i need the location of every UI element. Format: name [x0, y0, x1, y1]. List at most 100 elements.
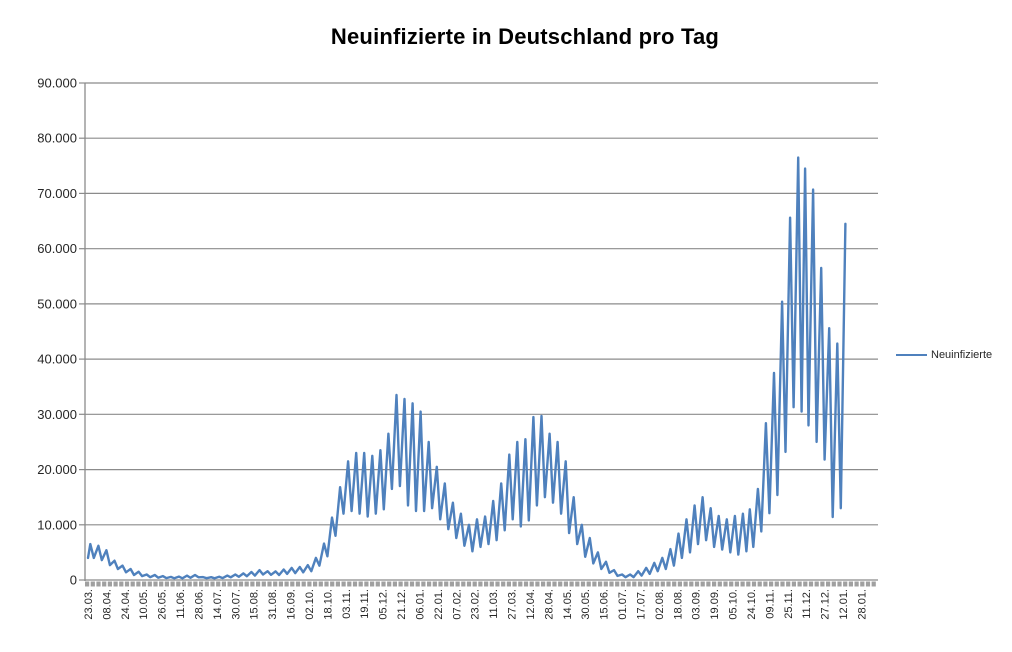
x-tick-mark [352, 581, 358, 587]
x-tick-label: 14.07. [212, 589, 224, 620]
x-tick-label: 08.04. [101, 589, 113, 620]
x-tick-mark [575, 581, 580, 587]
x-tick-mark [871, 581, 876, 587]
x-tick-mark [512, 581, 517, 587]
x-tick-mark [199, 581, 204, 587]
chart-title: Neuinfizierte in Deutschland pro Tag [330, 24, 720, 49]
x-tick-mark [723, 581, 728, 587]
x-tick-mark [444, 581, 449, 587]
x-tick-label: 19.09. [709, 589, 721, 620]
legend-label: Neuinfizierte [931, 349, 993, 361]
x-tick-label: 16.09. [286, 589, 298, 620]
y-tick-label: 50.000 [37, 296, 77, 311]
y-tick-label: 80.000 [37, 131, 77, 146]
x-tick-mark [153, 581, 158, 587]
x-tick-mark [330, 581, 335, 587]
x-tick-mark [598, 581, 603, 587]
x-tick-label: 11.06. [175, 589, 187, 619]
x-tick-label: 23.03. [83, 589, 95, 620]
x-tick-mark [142, 581, 147, 587]
x-tick-mark [592, 581, 597, 587]
x-tick-mark [546, 581, 551, 587]
x-tick-mark [375, 581, 380, 587]
x-tick-mark [484, 581, 489, 587]
x-tick-mark [831, 581, 836, 587]
x-tick-mark [626, 581, 631, 587]
x-tick-mark [227, 581, 232, 587]
x-tick-mark [569, 581, 574, 587]
x-tick-mark [706, 581, 711, 587]
x-tick-mark [769, 581, 774, 587]
x-tick-mark [751, 581, 757, 587]
x-tick-label: 05.12. [378, 589, 390, 620]
x-tick-label: 05.10. [728, 589, 740, 620]
x-tick-mark [204, 581, 209, 587]
x-tick-mark [478, 581, 483, 587]
x-tick-label: 15.06. [599, 589, 611, 620]
x-tick-mark [221, 581, 226, 587]
x-tick-mark [797, 581, 802, 587]
data-series-line [86, 156, 847, 580]
x-tick-mark [552, 581, 557, 587]
x-tick-mark [683, 581, 688, 587]
x-tick-label: 27.12. [820, 589, 832, 620]
x-tick-mark [364, 581, 369, 587]
x-tick-mark [193, 581, 198, 587]
x-tick-mark [820, 581, 825, 587]
x-tick-label: 25.11. [783, 589, 795, 619]
x-tick-mark [757, 581, 762, 587]
x-tick-mark [421, 581, 426, 587]
legend: Neuinfizierte [896, 349, 992, 361]
x-tick-mark [455, 581, 460, 587]
x-tick-label: 30.05. [580, 589, 592, 620]
x-tick-mark [529, 581, 534, 587]
x-tick-mark [187, 581, 192, 587]
x-tick-mark [398, 581, 403, 587]
x-tick-mark [427, 581, 432, 587]
y-tick-label: 70.000 [37, 186, 77, 201]
x-tick-mark [472, 581, 477, 587]
x-tick-mark [358, 581, 363, 587]
x-tick-mark [814, 581, 819, 587]
x-tick-mark [267, 581, 272, 587]
x-tick-mark [637, 581, 643, 587]
x-tick-mark [666, 581, 671, 587]
x-tick-mark [113, 581, 118, 587]
x-tick-mark [501, 581, 506, 587]
x-tick-mark [808, 581, 814, 587]
x-tick-mark [558, 581, 563, 587]
x-tick-mark [290, 581, 295, 587]
x-tick-mark [176, 581, 181, 587]
x-tick-mark [717, 581, 722, 587]
x-tick-mark [261, 581, 266, 587]
x-tick-mark [85, 581, 90, 587]
x-tick-label: 11.03. [488, 589, 500, 619]
legend-line-swatch [896, 354, 927, 356]
x-tick-mark [102, 581, 107, 587]
x-tick-mark [387, 581, 392, 587]
x-tick-mark [518, 581, 523, 587]
x-tick-mark [233, 581, 238, 587]
x-tick-mark [649, 581, 654, 587]
x-tick-mark [729, 581, 734, 587]
x-tick-label: 03.09. [691, 589, 703, 620]
x-tick-label: 18.08. [672, 589, 684, 620]
x-tick-mark [786, 581, 791, 587]
x-tick-mark [466, 581, 472, 587]
x-tick-label: 15.08. [249, 589, 261, 620]
x-tick-label: 30.07. [230, 589, 242, 620]
x-tick-mark [170, 581, 175, 587]
x-tick-label: 24.10. [746, 589, 758, 620]
y-tick-label: 10.000 [37, 517, 77, 532]
x-tick-mark [506, 581, 511, 587]
x-tick-label: 12.01. [838, 589, 850, 620]
x-tick-label: 03.11. [341, 589, 353, 619]
x-tick-label: 09.11. [764, 589, 776, 619]
x-tick-mark [746, 581, 751, 587]
x-tick-mark [677, 581, 682, 587]
x-tick-mark [837, 581, 842, 587]
x-tick-mark [672, 581, 677, 587]
x-tick-mark [495, 581, 500, 587]
x-tick-mark [734, 581, 739, 587]
y-tick-label: 40.000 [37, 352, 77, 367]
